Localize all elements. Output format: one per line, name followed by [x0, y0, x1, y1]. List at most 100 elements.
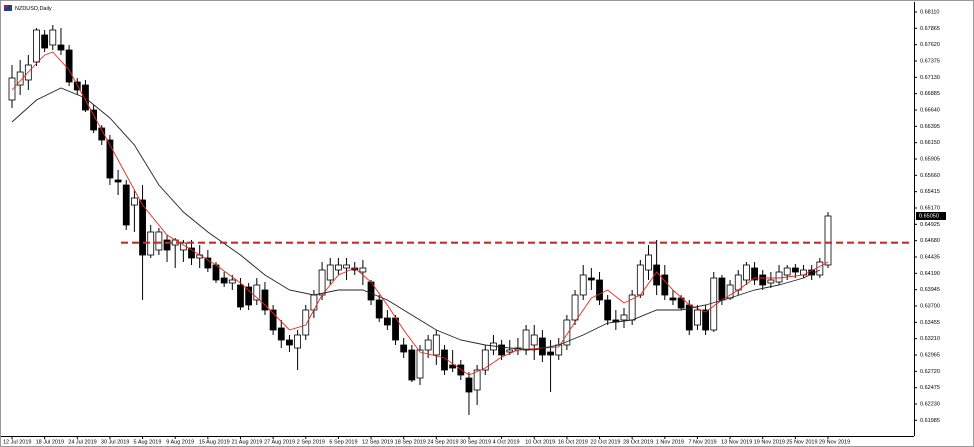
- y-tick-label: 0.64435: [920, 254, 940, 260]
- x-tick-label: 9 Aug 2019: [166, 439, 194, 445]
- candle-body: [261, 289, 269, 311]
- chart-title: NZDUSD,Daily: [15, 6, 52, 12]
- candle-body: [824, 215, 832, 266]
- x-tick-label: 7 Nov 2019: [688, 439, 716, 445]
- y-tick-label: 0.62475: [920, 385, 940, 391]
- candle-body: [669, 297, 677, 301]
- candle-body: [294, 334, 302, 349]
- x-tick-label: 16 Oct 2019: [558, 439, 588, 445]
- candle-body: [783, 267, 791, 276]
- y-tick-label: 0.66885: [920, 91, 940, 97]
- candle-body: [791, 267, 799, 273]
- candle-body: [245, 286, 253, 306]
- candle-body: [522, 329, 530, 351]
- y-tick-label: 0.64925: [920, 222, 940, 228]
- candle-body: [416, 349, 424, 379]
- candle-body: [269, 309, 277, 331]
- x-tick-label: 12 Jul 2019: [3, 439, 31, 445]
- x-tick-label: 6 Sep 2019: [329, 439, 357, 445]
- candle-body: [506, 349, 514, 353]
- y-tick-label: 0.67130: [920, 75, 940, 81]
- candle-body: [98, 127, 106, 141]
- candle-body: [318, 269, 326, 296]
- y-tick-label: 0.61985: [920, 418, 940, 424]
- candle-body: [473, 369, 481, 391]
- candle-body: [587, 277, 595, 281]
- candle-body: [775, 271, 783, 283]
- x-tick-label: 22 Oct 2019: [591, 439, 621, 445]
- moving-average: [11, 51, 829, 376]
- candle-body: [481, 349, 489, 371]
- y-tick-label: 0.62230: [920, 401, 940, 407]
- candle-body: [212, 264, 220, 281]
- y-tick-label: 0.67620: [920, 42, 940, 48]
- candle-body: [604, 299, 612, 321]
- y-tick-label: 0.66395: [920, 124, 940, 130]
- y-tick-label: 0.66640: [920, 107, 940, 113]
- candle-body: [73, 81, 81, 91]
- candle-body: [457, 364, 465, 376]
- x-tick-label: 18 Sep 2019: [395, 439, 426, 445]
- candle-body: [286, 339, 293, 346]
- x-tick-label: 1 Nov 2019: [656, 439, 684, 445]
- x-tick-label: 28 Oct 2019: [623, 439, 653, 445]
- candle-body: [400, 344, 408, 353]
- candle-body: [220, 277, 228, 284]
- candle-body: [571, 294, 579, 321]
- moving-average: [11, 87, 821, 351]
- x-tick-label: 12 Sep 2019: [362, 439, 393, 445]
- y-tick-label: 0.67375: [920, 58, 940, 64]
- candle-body: [334, 264, 342, 271]
- y-tick-label: 0.63945: [920, 287, 940, 293]
- candle-body: [188, 247, 195, 259]
- x-tick-label: 5 Aug 2019: [134, 439, 162, 445]
- flag-icon: [4, 5, 12, 11]
- y-tick-label: 0.63700: [920, 303, 940, 309]
- y-tick-label: 0.65905: [920, 156, 940, 162]
- candle-body: [326, 264, 334, 281]
- candle-body: [375, 299, 383, 319]
- candle-body: [57, 44, 65, 51]
- candle-body: [122, 184, 130, 226]
- x-tick-label: 15 Aug 2019: [199, 439, 230, 445]
- candle-body: [579, 274, 587, 296]
- x-tick-label: 18 Jul 2019: [36, 439, 64, 445]
- candle-body: [49, 29, 57, 46]
- candles: [8, 25, 832, 415]
- y-tick-label: 0.68110: [920, 9, 939, 15]
- candle-body: [702, 309, 709, 331]
- candle-body: [645, 254, 652, 271]
- candle-body: [253, 284, 261, 301]
- candle-body: [432, 334, 440, 356]
- candle-body: [163, 239, 171, 251]
- candle-body: [383, 317, 391, 326]
- y-tick-label: 0.65660: [920, 173, 940, 179]
- candle-body: [547, 351, 554, 356]
- candle-body: [130, 197, 138, 206]
- candle-body: [596, 279, 603, 301]
- candle-body: [408, 349, 416, 381]
- candle-body: [204, 257, 212, 269]
- candle-body: [33, 29, 40, 63]
- y-tick-label: 0.63455: [920, 320, 940, 326]
- candle-body: [310, 294, 318, 311]
- x-tick-label: 4 Oct 2019: [493, 439, 520, 445]
- y-tick-label: 0.65415: [920, 189, 940, 195]
- candle-body: [636, 264, 644, 296]
- x-tick-label: 2 Sep 2019: [297, 439, 325, 445]
- candle-body: [82, 84, 89, 111]
- candle-body: [449, 364, 457, 369]
- y-tick-label: 0.62965: [920, 352, 940, 358]
- x-tick-label: 27 Aug 2019: [264, 439, 295, 445]
- candle-body: [228, 279, 236, 284]
- x-tick-label: 19 Nov 2019: [754, 439, 785, 445]
- candle-body: [237, 284, 244, 308]
- candle-body: [302, 309, 310, 336]
- candle-body: [139, 199, 146, 256]
- y-tick-label: 0.64190: [920, 271, 940, 277]
- y-tick-label: 0.64680: [920, 238, 940, 244]
- x-tick-label: 24 Jul 2019: [68, 439, 96, 445]
- y-tick-label: 0.62720: [920, 369, 940, 375]
- y-tick-label: 0.67865: [920, 26, 940, 32]
